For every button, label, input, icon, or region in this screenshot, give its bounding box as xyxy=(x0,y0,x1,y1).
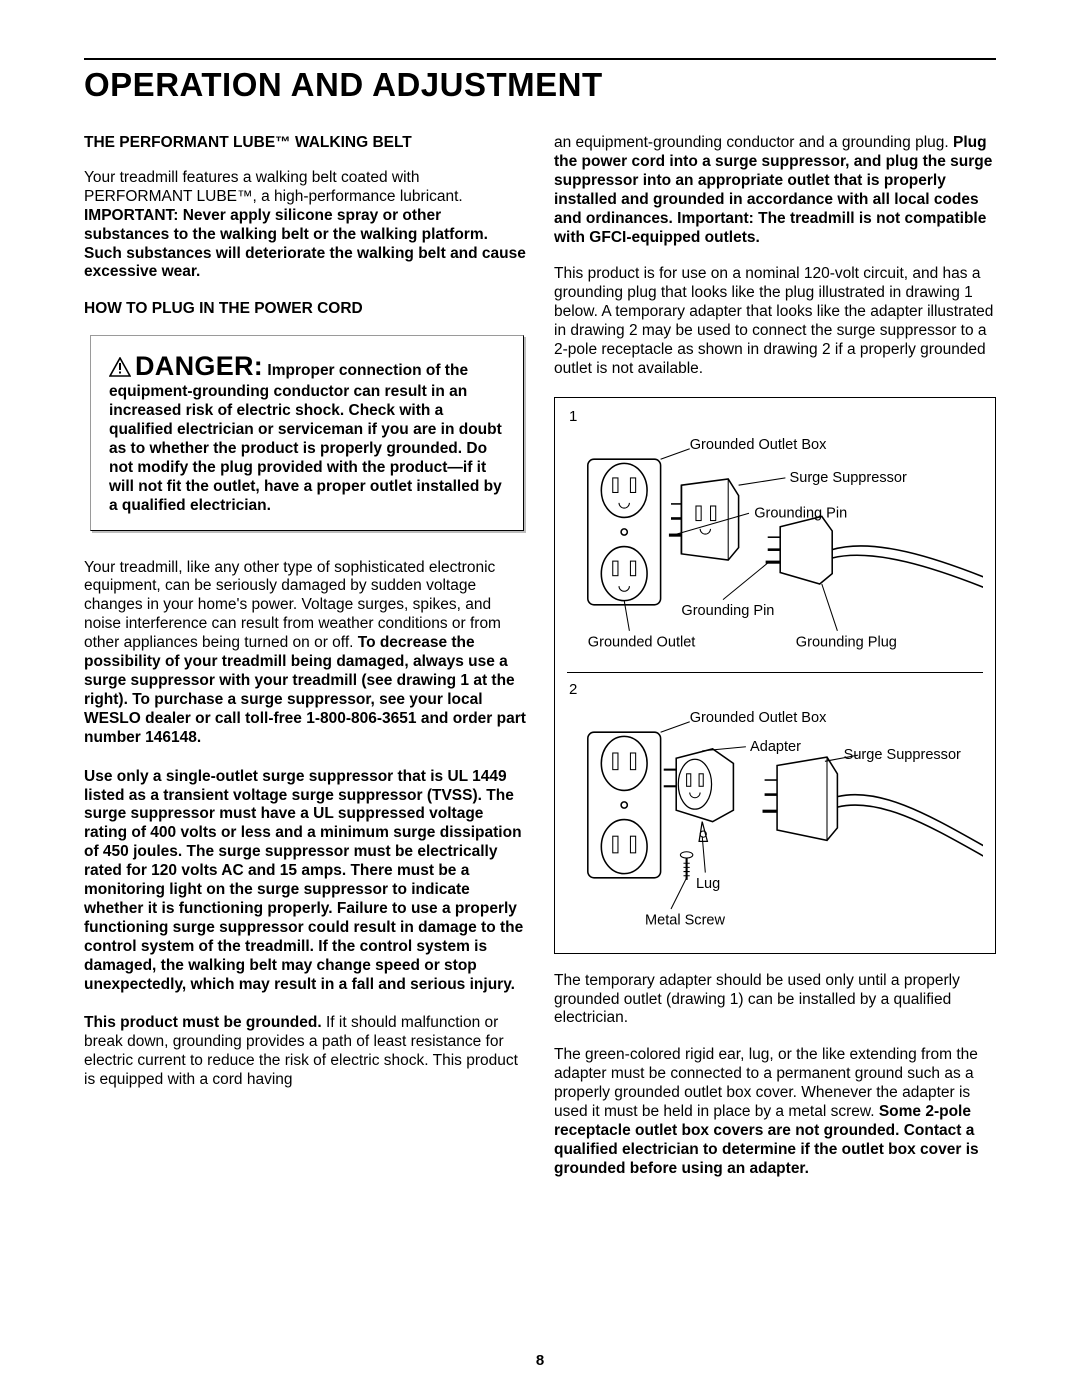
para-temp-adapter: The temporary adapter should be used onl… xyxy=(554,972,996,1029)
text-run-bold: IMPORTANT: Never apply silicone spray or… xyxy=(84,207,526,281)
document-page: OPERATION AND ADJUSTMENT THE PERFORMANT … xyxy=(0,0,1080,1397)
wiring-diagram-box: 1 xyxy=(554,397,996,954)
subhead-lube-belt: THE PERFORMANT LUBE™ WALKING BELT xyxy=(84,134,526,153)
label2-surge: Surge Suppressor xyxy=(844,748,961,764)
right-column: an equipment-grounding conductor and a g… xyxy=(554,134,996,1197)
para-surge-spec: Use only a single-outlet surge suppresso… xyxy=(84,768,526,995)
para-surge-intro: Your treadmill, like any other type of s… xyxy=(84,559,526,748)
page-number: 8 xyxy=(0,1352,1080,1369)
label-grounding-plug: Grounding Plug xyxy=(796,635,897,651)
label2-lug: Lug xyxy=(696,877,720,893)
diagram-2-section: 2 xyxy=(567,681,983,940)
para-plug-continued: an equipment-grounding conductor and a g… xyxy=(554,134,996,247)
danger-word: DANGER: xyxy=(135,351,263,381)
label2-screw: Metal Screw xyxy=(645,913,726,929)
diagram-1-section: 1 xyxy=(567,408,983,673)
diagram-1-svg: Grounded Outlet Box Surge Suppressor Gro… xyxy=(567,428,983,662)
label-ground-pin-top: Grounding Pin xyxy=(754,506,847,522)
top-rule xyxy=(84,58,996,60)
text-run: an equipment-grounding conductor and a g… xyxy=(554,134,953,151)
para-grounded: This product must be grounded. If it sho… xyxy=(84,1014,526,1090)
page-title: OPERATION AND ADJUSTMENT xyxy=(84,66,996,104)
text-run-bold: This product must be grounded. xyxy=(84,1014,322,1031)
label2-adapter: Adapter xyxy=(750,739,801,755)
diagram-2-number: 2 xyxy=(569,681,983,699)
danger-callout-box: DANGER: Improper connection of the equip… xyxy=(90,335,524,530)
two-column-layout: THE PERFORMANT LUBE™ WALKING BELT Your t… xyxy=(84,134,996,1197)
danger-body: Improper connection of the equipment-gro… xyxy=(109,362,502,513)
danger-text: DANGER: Improper connection of the equip… xyxy=(109,350,507,515)
para-circuit: This product is for use on a nominal 120… xyxy=(554,265,996,378)
label-surge: Surge Suppressor xyxy=(790,470,907,486)
label-ground-pin-bot: Grounding Pin xyxy=(681,603,774,619)
warning-triangle-icon xyxy=(109,357,131,383)
para-green-lug: The green-colored rigid ear, lug, or the… xyxy=(554,1046,996,1178)
para-lube-intro: Your treadmill features a walking belt c… xyxy=(84,169,526,282)
label-outlet-box: Grounded Outlet Box xyxy=(690,437,827,453)
diagram-2-svg: Grounded Outlet Box Adapter Surge Suppre… xyxy=(567,701,983,940)
label-grounded-outlet: Grounded Outlet xyxy=(588,635,696,651)
label2-outlet-box: Grounded Outlet Box xyxy=(690,710,827,726)
text-run: Your treadmill features a walking belt c… xyxy=(84,169,463,205)
diagram-1-number: 1 xyxy=(569,408,983,426)
left-column: THE PERFORMANT LUBE™ WALKING BELT Your t… xyxy=(84,134,526,1197)
subhead-plug-in: HOW TO PLUG IN THE POWER CORD xyxy=(84,300,526,319)
